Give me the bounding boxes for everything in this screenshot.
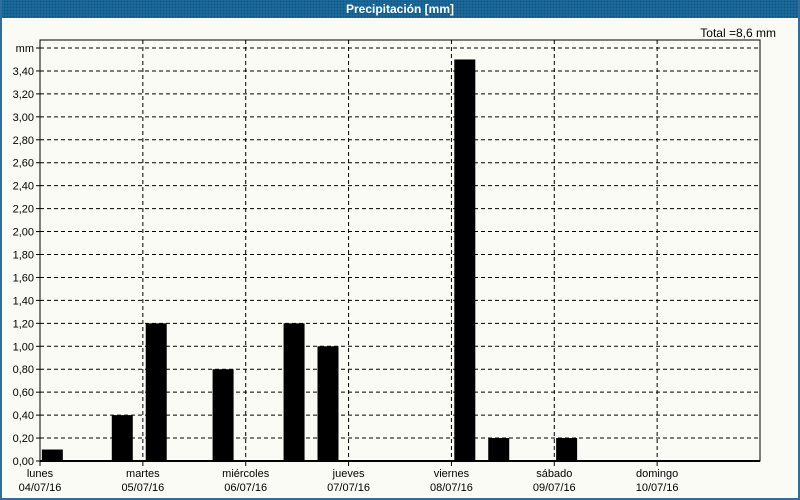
precipitation-bar-chart: 0,00 0,20 0,40 0,60 0,80 1,00 1,20 1,40 1,60 1,80… — [13, 39, 761, 494]
day-name-label: sábado — [536, 468, 572, 480]
y-tick-label: 0,60 — [13, 387, 34, 399]
y-tick-label: 2,80 — [13, 135, 34, 147]
y-tick-label: 2,20 — [13, 204, 34, 216]
y-tick-label: 2,00 — [13, 227, 34, 239]
day-name-label: domingo — [636, 468, 678, 480]
precip-bar — [317, 346, 339, 461]
chart-title: Precipitación [mm] — [345, 2, 455, 16]
precip-bar — [212, 369, 234, 461]
precip-bar — [283, 323, 305, 461]
precip-bar — [488, 438, 510, 461]
y-tick-label: 1,40 — [13, 295, 34, 307]
chart-titlebar: Precipitación [mm] — [2, 0, 798, 18]
y-tick-label: 3,00 — [13, 112, 34, 124]
day-name-label: miércoles — [222, 468, 270, 480]
bars — [41, 59, 578, 461]
y-tick-label: 0,00 — [13, 456, 34, 468]
plot-area-wrap: 0,00 0,20 0,40 0,60 0,80 1,00 1,20 1,40 1,60 1,80… — [2, 18, 798, 498]
precip-bar — [41, 449, 63, 461]
x-axis-labels: lunes 04/07/16 martes 05/07/16 miércoles 06/0… — [19, 461, 679, 494]
day-date-label: 06/07/16 — [224, 482, 267, 494]
y-tick-label: 2,40 — [13, 181, 34, 193]
axes — [39, 39, 761, 462]
precip-bar — [454, 59, 476, 461]
y-tick-label: 1,60 — [13, 272, 34, 284]
y-tick-label: 3,20 — [13, 89, 34, 101]
total-label: Total =8,6 mm — [700, 26, 776, 40]
day-date-label: 05/07/16 — [121, 482, 164, 494]
y-tick-label: 1,20 — [13, 318, 34, 330]
y-unit-label: mm — [16, 43, 34, 55]
day-date-label: 07/07/16 — [327, 482, 370, 494]
y-tick-label: 0,80 — [13, 364, 34, 376]
y-tick-label: 2,60 — [13, 158, 34, 170]
precip-bar — [556, 438, 578, 461]
day-date-label: 10/07/16 — [636, 482, 679, 494]
day-name-label: martes — [126, 468, 160, 480]
y-tick-label: 1,80 — [13, 250, 34, 262]
day-name-label: jueves — [332, 468, 365, 480]
y-axis-labels: 0,00 0,20 0,40 0,60 0,80 1,00 1,20 1,40 1,60 1,80… — [13, 43, 40, 468]
day-date-label: 04/07/16 — [19, 482, 62, 494]
y-tick-label: 1,00 — [13, 341, 34, 353]
day-name-label: viernes — [434, 468, 470, 480]
y-tick-label: 0,20 — [13, 433, 34, 445]
day-date-label: 08/07/16 — [430, 482, 473, 494]
day-name-label: lunes — [27, 468, 54, 480]
y-tick-label: 0,40 — [13, 410, 34, 422]
y-tick-label: 3,40 — [13, 66, 34, 78]
precip-bar — [111, 415, 133, 461]
precip-bar — [145, 323, 167, 461]
day-date-label: 09/07/16 — [533, 482, 576, 494]
